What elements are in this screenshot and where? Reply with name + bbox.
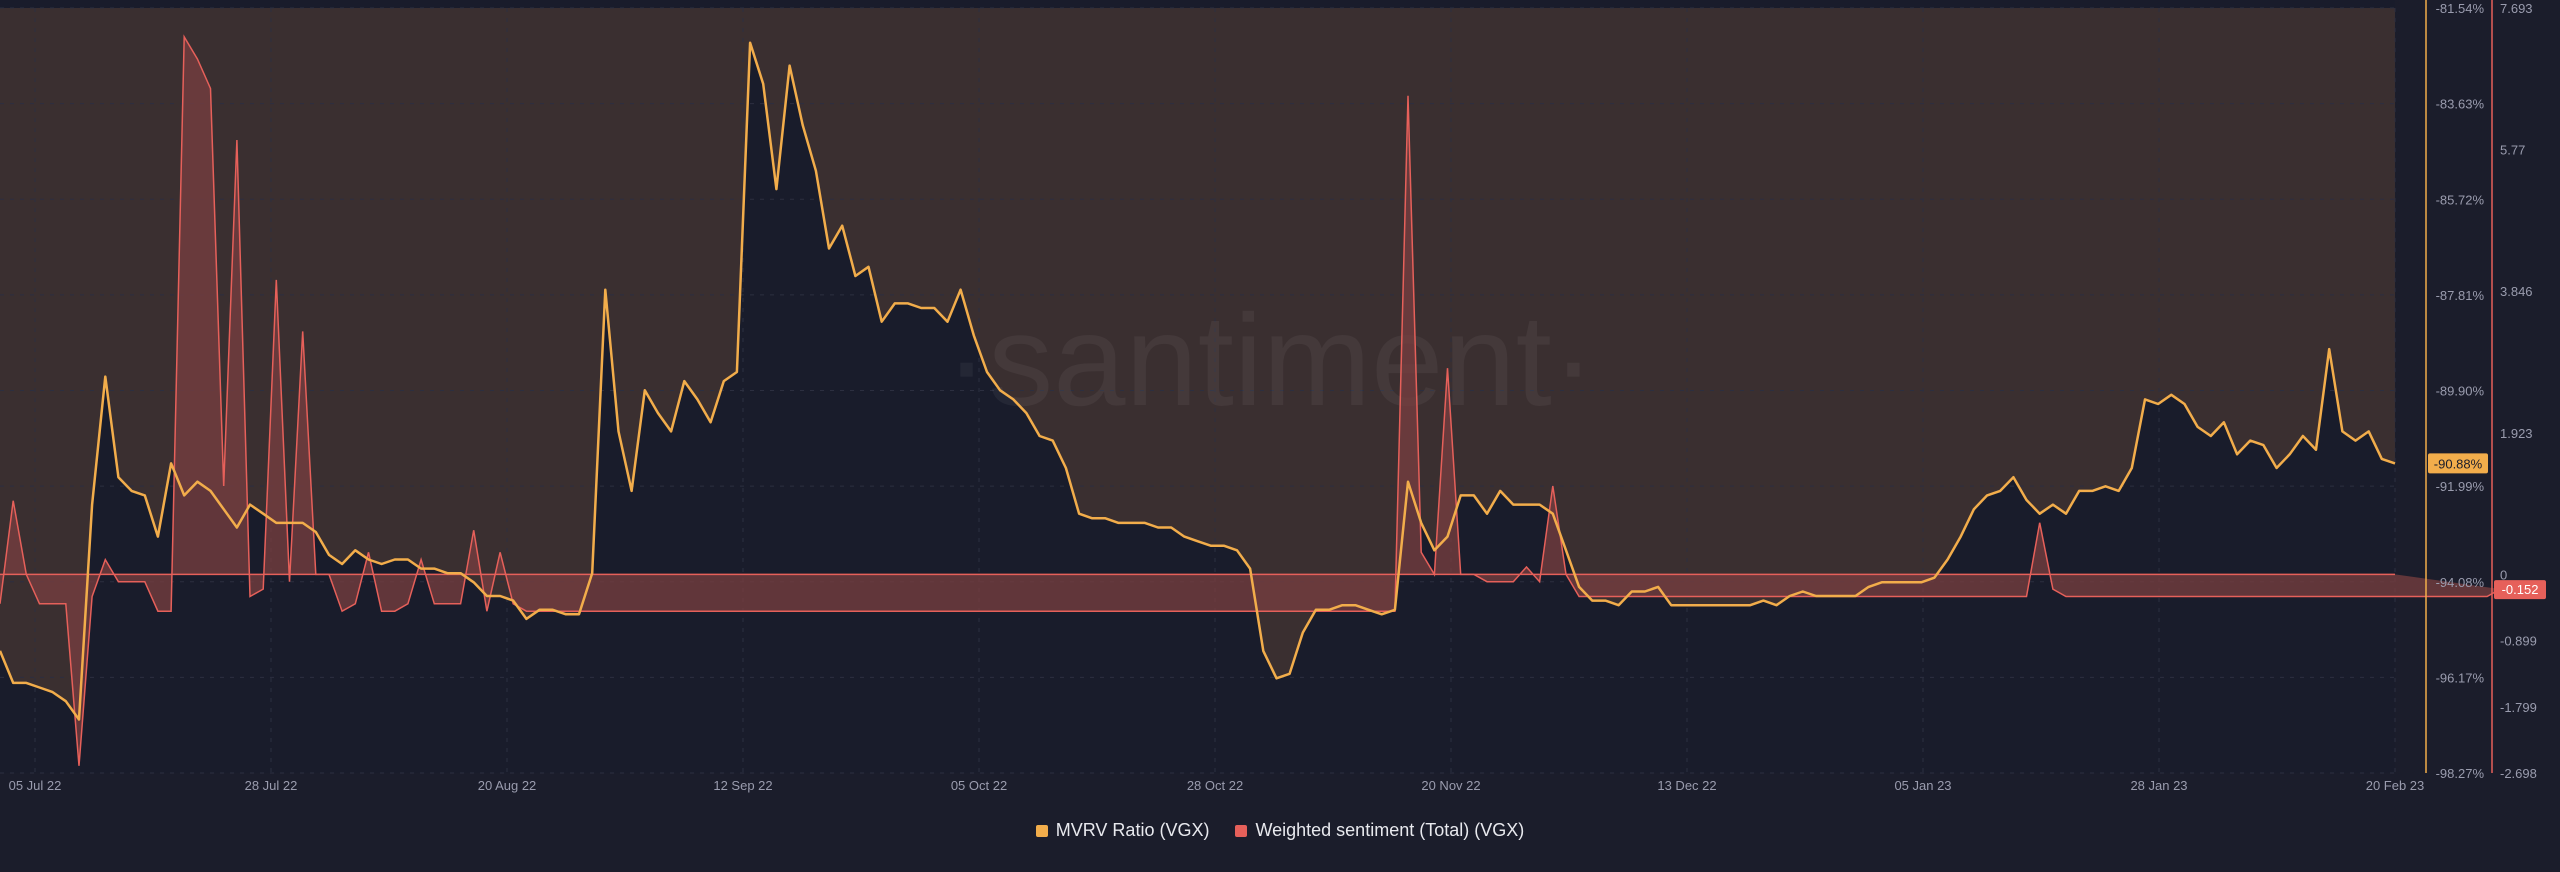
legend-swatch-mvrv — [1035, 824, 1048, 837]
mvrv-axis-tick-label: -96.17% — [2436, 670, 2485, 685]
sentiment-current-value: -0.152 — [2502, 582, 2539, 597]
x-axis-tick-label: 05 Jul 22 — [9, 778, 62, 793]
mvrv-line — [0, 41, 2396, 721]
x-axis-tick-label: 05 Jan 23 — [1894, 778, 1951, 793]
sentiment-axis-tick-label: -0.899 — [2500, 634, 2537, 649]
sentiment-axis-tick-label: 0 — [2500, 567, 2507, 582]
mvrv-axis-tick-label: -91.99% — [2436, 479, 2485, 494]
mvrv-axis-tick-label: -87.81% — [2436, 288, 2485, 303]
legend: MVRV Ratio (VGX) Weighted sentiment (Tot… — [0, 820, 2560, 841]
x-axis-tick-label: 20 Feb 23 — [2366, 778, 2425, 793]
x-axis-tick-label: 28 Jan 23 — [2130, 778, 2187, 793]
mvrv-axis-tick-label: -98.27% — [2436, 766, 2485, 781]
mvrv-axis-tick-label: -83.63% — [2436, 97, 2485, 112]
legend-item-mvrv[interactable]: MVRV Ratio (VGX) — [1035, 820, 1210, 841]
mvrv-axis-tick-label: -89.90% — [2436, 384, 2485, 399]
mvrv-upper-band — [0, 8, 2395, 720]
x-axis-tick-label: 13 Dec 22 — [1657, 778, 1716, 793]
sentiment-line — [0, 34, 2501, 766]
sentiment-current-badge — [2494, 580, 2546, 600]
mvrv-axis-tick-label: -85.72% — [2436, 192, 2485, 207]
mvrv-current-badge — [2428, 453, 2488, 474]
x-axis-tick-label: 28 Oct 22 — [1187, 778, 1243, 793]
sentiment-axis-tick-label: 7.693 — [2500, 1, 2533, 16]
legend-label-sentiment: Weighted sentiment (Total) (VGX) — [1255, 820, 1525, 840]
watermark: ·santiment· — [945, 287, 1595, 433]
legend-swatch-sentiment — [1235, 824, 1248, 837]
mvrv-axis-tick-label: -94.08% — [2436, 575, 2485, 590]
sentiment-axis-tick-label: -2.698 — [2500, 766, 2537, 781]
x-axis-tick-label: 28 Jul 22 — [245, 778, 298, 793]
x-axis-tick-label: 20 Nov 22 — [1421, 778, 1480, 793]
sentiment-axis-tick-label: -1.799 — [2500, 700, 2537, 715]
x-axis-tick-label: 20 Aug 22 — [478, 778, 537, 793]
x-axis-tick-label: 05 Oct 22 — [951, 778, 1007, 793]
sentiment-axis-tick-label: 5.77 — [2500, 143, 2525, 158]
x-axis-tick-label: 12 Sep 22 — [713, 778, 772, 793]
mvrv-axis-tick-label: -81.54% — [2436, 1, 2485, 16]
legend-label-mvrv: MVRV Ratio (VGX) — [1055, 820, 1210, 840]
sentiment-axis-tick-label: 3.846 — [2500, 284, 2533, 299]
legend-item-sentiment[interactable]: Weighted sentiment (Total) (VGX) — [1235, 820, 1524, 841]
mvrv-current-value: -90.88% — [2434, 456, 2483, 471]
sentiment-axis-tick-label: 1.923 — [2500, 426, 2533, 441]
